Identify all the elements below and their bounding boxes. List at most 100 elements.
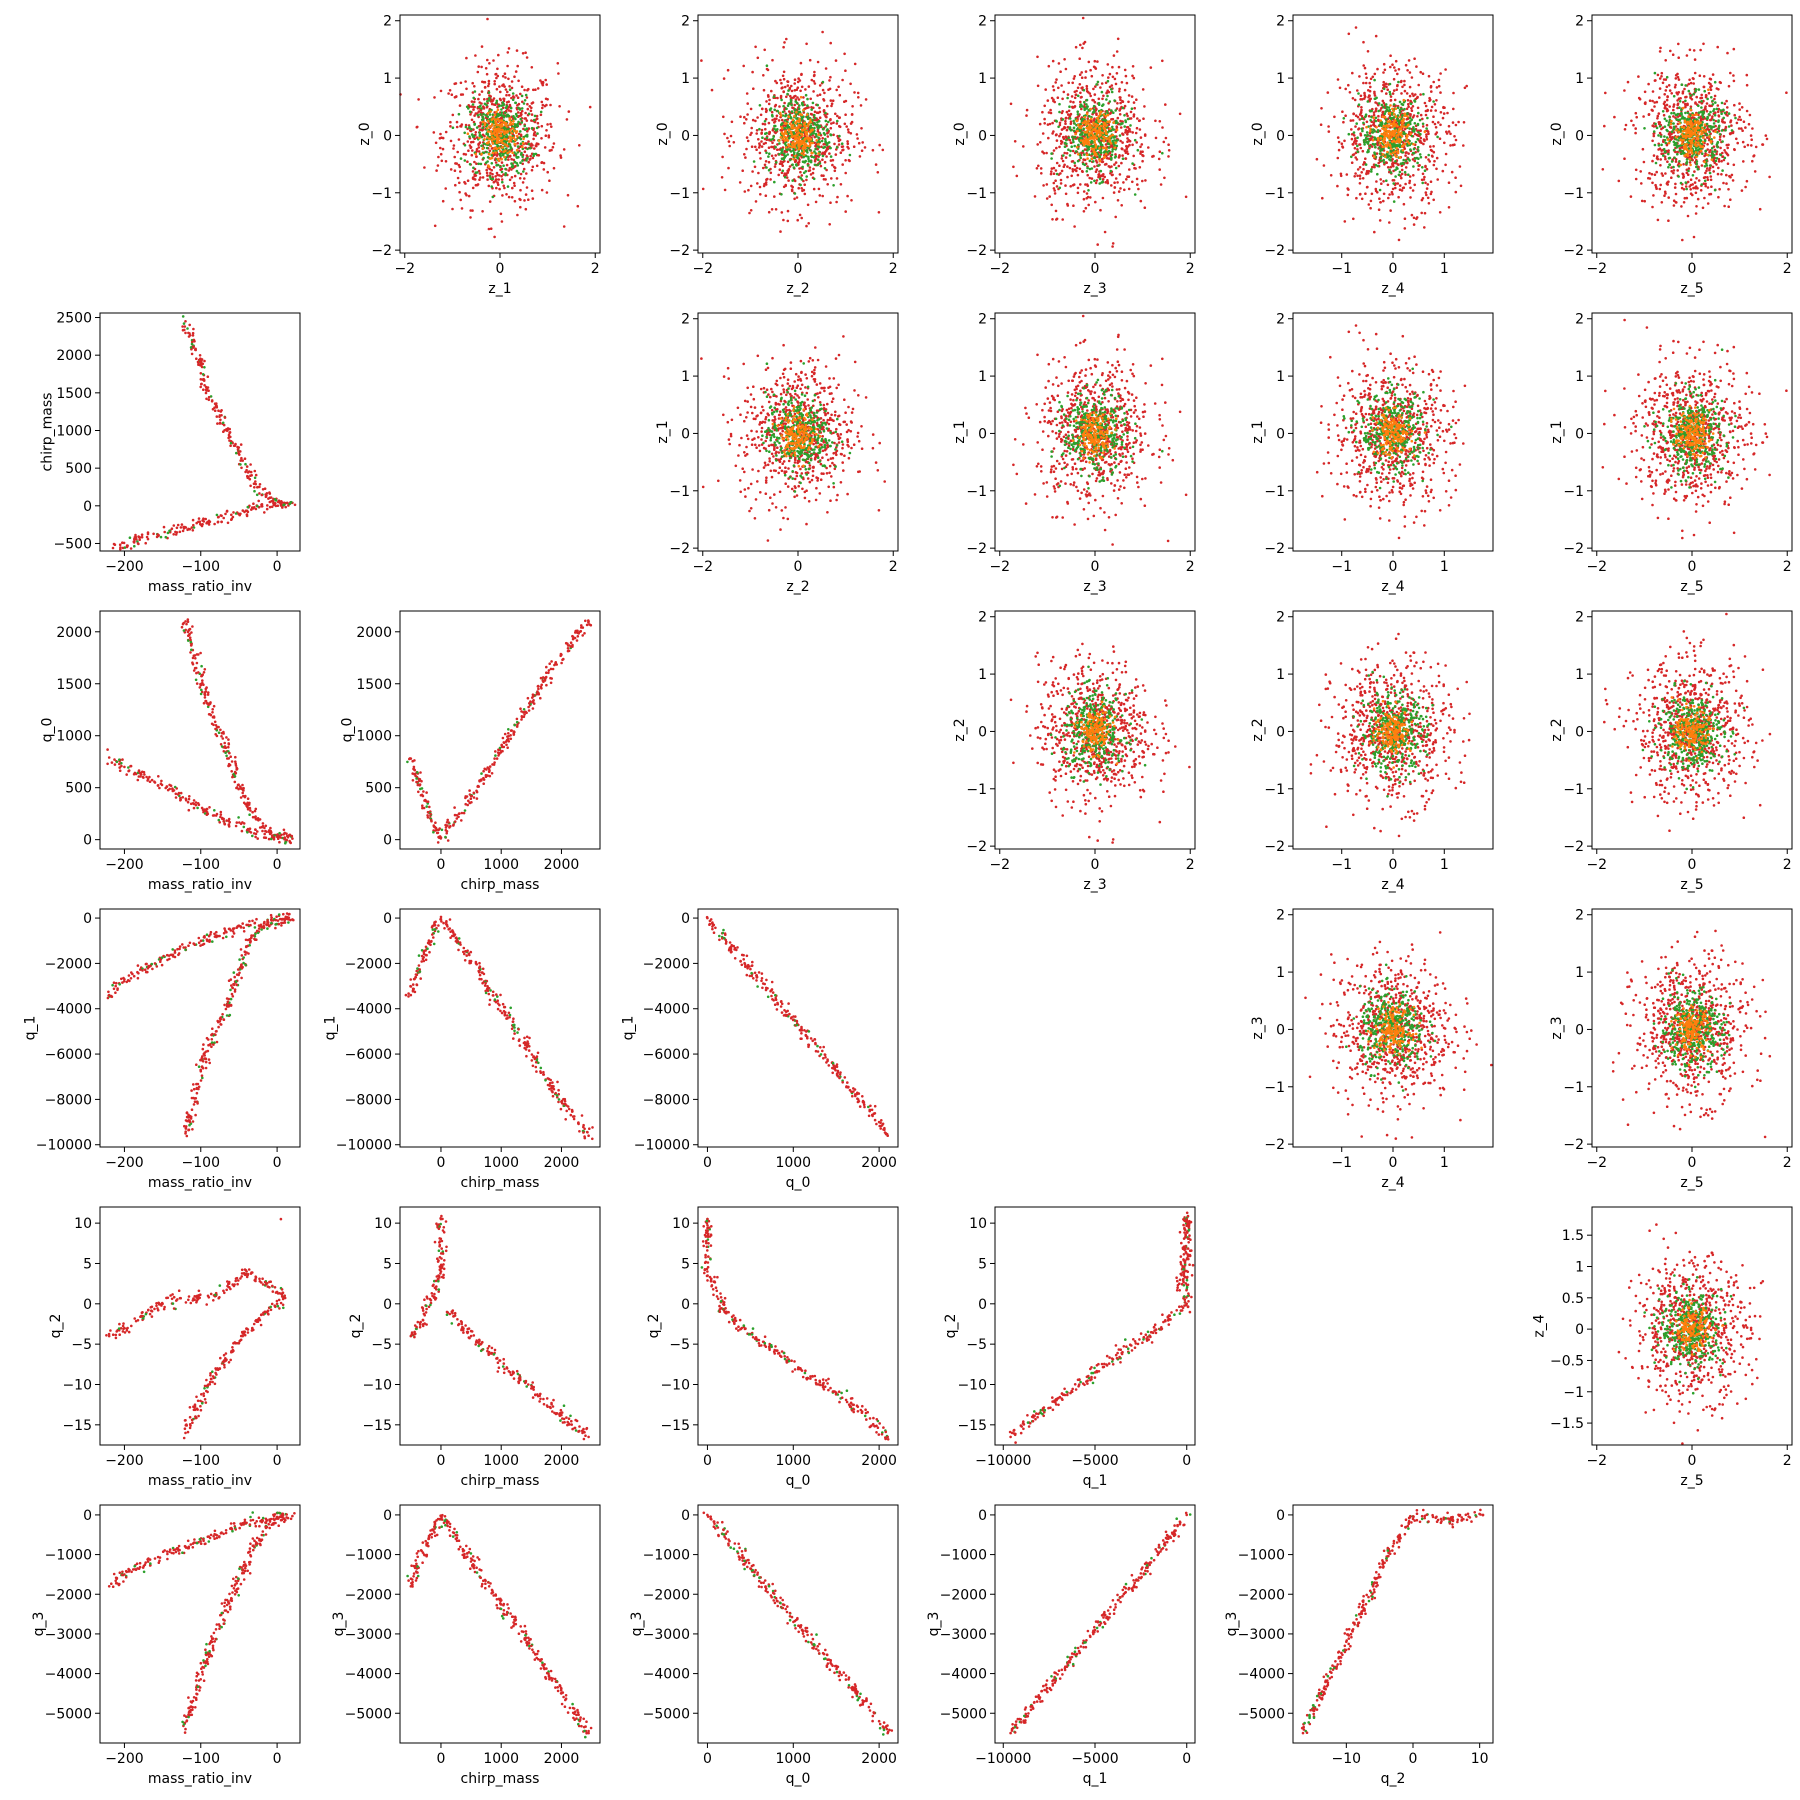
data-point xyxy=(1082,42,1085,45)
data-point xyxy=(782,77,786,81)
data-point xyxy=(781,110,785,114)
data-point xyxy=(797,107,801,110)
data-point xyxy=(1097,103,1101,106)
data-point xyxy=(1041,110,1044,114)
data-point xyxy=(1159,183,1163,186)
data-point xyxy=(788,158,792,162)
data-point xyxy=(483,134,486,138)
data-point xyxy=(524,134,527,138)
data-point xyxy=(519,142,523,146)
data-point xyxy=(1386,88,1389,91)
data-point xyxy=(1158,168,1161,171)
data-point xyxy=(501,146,505,149)
data-point xyxy=(1128,139,1132,143)
data-point xyxy=(796,96,799,99)
data-point xyxy=(1393,98,1397,102)
data-point xyxy=(822,174,825,177)
data-point xyxy=(1094,181,1098,185)
data-point xyxy=(1089,107,1092,111)
data-point xyxy=(1055,218,1058,221)
data-point xyxy=(1417,111,1420,115)
data-point xyxy=(1045,151,1048,155)
data-point xyxy=(1376,191,1379,194)
data-point xyxy=(1667,84,1671,87)
data-point xyxy=(1643,199,1646,203)
data-point xyxy=(1452,107,1455,111)
data-point xyxy=(1114,155,1118,158)
data-point xyxy=(765,64,769,67)
data-point xyxy=(1415,217,1418,221)
data-point xyxy=(465,105,469,109)
data-point xyxy=(473,178,477,181)
data-point xyxy=(1396,84,1399,88)
data-point xyxy=(877,211,881,214)
data-point xyxy=(789,94,792,98)
data-point xyxy=(1350,137,1354,141)
data-point xyxy=(1389,209,1392,212)
data-point xyxy=(1326,91,1330,94)
data-point xyxy=(1064,119,1067,123)
data-point xyxy=(1356,89,1359,92)
data-point xyxy=(1439,111,1443,114)
data-point xyxy=(1068,166,1072,170)
data-point xyxy=(1109,169,1113,173)
data-point xyxy=(1070,145,1073,148)
data-point xyxy=(1350,155,1353,159)
data-point xyxy=(493,125,497,128)
data-point xyxy=(1110,153,1114,157)
data-point xyxy=(1106,63,1110,66)
data-point xyxy=(1051,132,1054,135)
data-point xyxy=(1355,158,1359,161)
data-point xyxy=(1098,177,1102,181)
data-point xyxy=(502,102,506,106)
data-point xyxy=(802,150,806,153)
data-point xyxy=(784,114,787,118)
data-point xyxy=(432,131,436,134)
data-point xyxy=(1136,183,1139,186)
data-point xyxy=(1392,132,1396,135)
data-point xyxy=(812,113,816,117)
data-point xyxy=(1336,184,1339,188)
data-point xyxy=(761,122,765,126)
data-point xyxy=(1315,157,1319,161)
data-point xyxy=(1054,179,1057,182)
data-point xyxy=(491,136,494,139)
data-point xyxy=(1358,174,1362,177)
data-point xyxy=(491,99,495,102)
data-point xyxy=(1444,68,1447,71)
data-point xyxy=(1449,144,1452,147)
data-point xyxy=(1099,208,1102,212)
data-point xyxy=(1123,114,1126,117)
data-point xyxy=(521,159,524,162)
data-point xyxy=(1055,172,1059,176)
data-point xyxy=(492,166,496,169)
data-point xyxy=(1413,100,1417,103)
data-point xyxy=(1422,92,1425,96)
data-point xyxy=(1398,188,1402,191)
data-point xyxy=(800,216,803,220)
data-point xyxy=(1378,188,1382,192)
data-point xyxy=(767,168,771,172)
data-point xyxy=(814,147,817,151)
data-point xyxy=(1398,170,1402,174)
data-point xyxy=(1090,157,1094,160)
data-point xyxy=(1077,143,1080,147)
data-point xyxy=(772,157,775,160)
data-point xyxy=(1074,150,1078,153)
data-point xyxy=(1369,119,1372,122)
data-point xyxy=(1350,161,1354,164)
data-point xyxy=(1058,134,1061,138)
data-point xyxy=(1124,157,1127,160)
data-point xyxy=(1369,77,1373,81)
data-point xyxy=(781,160,785,164)
data-point xyxy=(1037,164,1040,168)
data-point xyxy=(516,64,519,68)
data-point xyxy=(1114,215,1117,219)
data-point xyxy=(1353,146,1357,150)
data-point xyxy=(1364,163,1368,166)
data-point xyxy=(835,200,838,204)
data-point xyxy=(500,175,503,178)
data-point xyxy=(758,127,761,131)
data-point xyxy=(551,145,555,149)
y-axis-label: z_0 xyxy=(655,122,671,145)
